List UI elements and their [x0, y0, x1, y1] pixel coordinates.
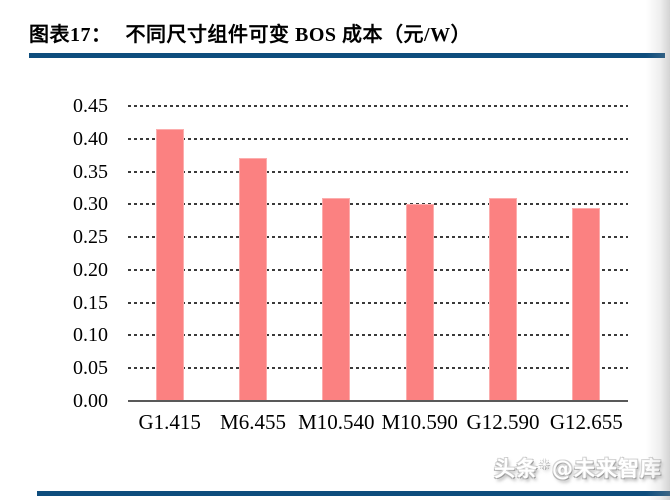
header-divider-rule: [29, 53, 665, 58]
x-tick-label: M10.540: [298, 410, 375, 434]
x-tick-label: G1.415: [138, 410, 201, 434]
y-tick-label: 0.15: [73, 291, 108, 314]
figure-title-text: 不同尺寸组件可变 BOS 成本（元/W）: [125, 24, 472, 46]
y-tick-label: 0.20: [73, 258, 108, 281]
bar-G1.415: [155, 128, 184, 401]
y-gridline: [128, 268, 628, 271]
y-gridline: [128, 236, 628, 239]
y-gridline: [128, 105, 628, 107]
footer-divider-rule: [37, 491, 670, 496]
watermark-prefix: 头条: [494, 457, 539, 481]
y-tick-label: 0.40: [73, 127, 108, 150]
y-gridline: [128, 137, 628, 140]
y-tick-label: 0.10: [73, 324, 108, 347]
bar-G12.655: [572, 207, 601, 401]
watermark: 头条✳@未来智库: [494, 453, 662, 483]
y-gridline: [128, 170, 628, 173]
toutiao-logo-icon: ✳: [539, 458, 551, 473]
y-gridline: [128, 301, 628, 304]
y-tick-label: 0.00: [73, 390, 108, 412]
y-tick-label: 0.35: [73, 160, 108, 183]
bar-G12.590: [489, 197, 517, 401]
bar-M10.540: [322, 197, 351, 401]
figure-number-label: 图表17：: [29, 24, 112, 46]
y-tick-label: 0.45: [73, 95, 108, 117]
bar-M10.590: [405, 204, 434, 401]
bar-M6.455: [239, 158, 267, 401]
x-tick-label: M10.590: [381, 410, 458, 434]
figure-title: 图表17： 不同尺寸组件可变 BOS 成本（元/W）: [29, 18, 649, 47]
y-tick-label: 0.25: [73, 226, 108, 249]
y-gridline: [128, 203, 628, 206]
x-tick-label: G12.590: [466, 410, 540, 434]
y-tick-label: 0.05: [73, 357, 108, 380]
x-axis-line: [128, 400, 628, 402]
y-gridline: [128, 367, 628, 370]
x-tick-label: G12.655: [549, 410, 623, 434]
y-gridline: [128, 334, 628, 337]
watermark-suffix: @未来智库: [552, 457, 662, 481]
x-tick-label: M6.455: [220, 410, 286, 434]
y-tick-label: 0.30: [73, 193, 108, 216]
